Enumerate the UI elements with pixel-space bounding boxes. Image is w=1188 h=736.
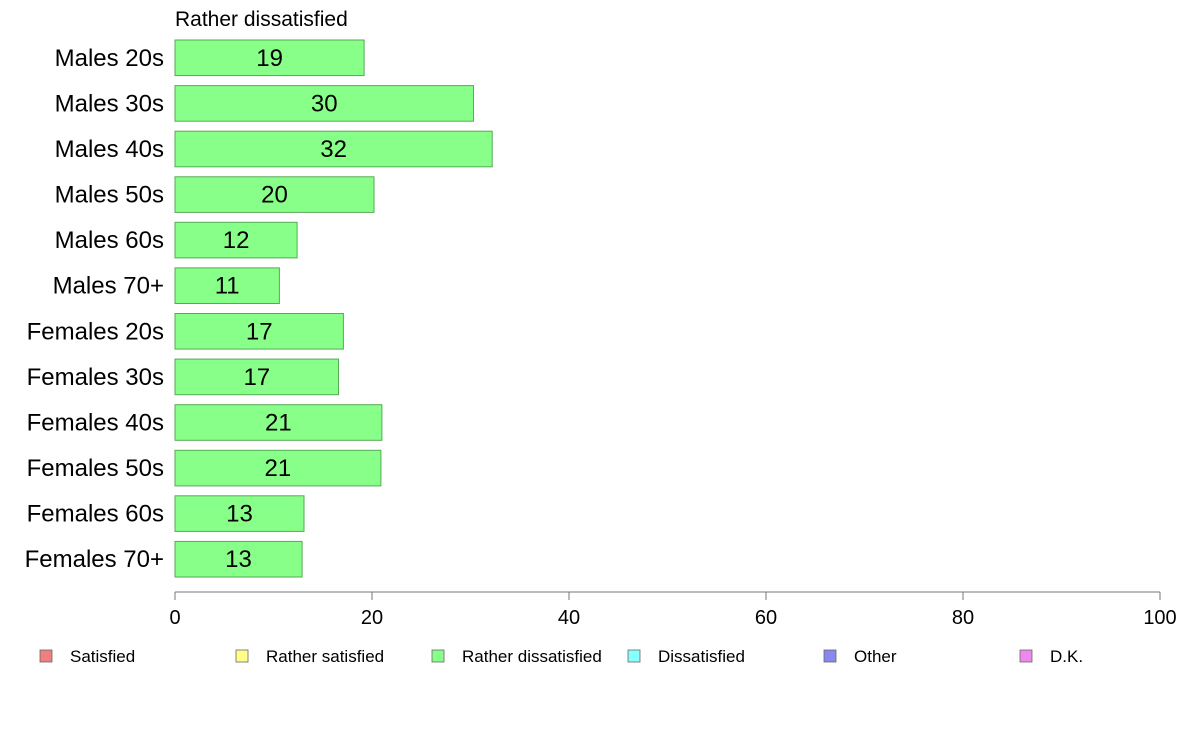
bar-value-label: 30 bbox=[311, 90, 338, 117]
x-tick-label: 40 bbox=[558, 607, 580, 629]
category-label: Males 40s bbox=[55, 136, 164, 163]
bar bbox=[174, 221, 298, 259]
legend-swatch bbox=[1019, 649, 1033, 663]
category-label: Females 60s bbox=[27, 501, 164, 528]
x-tick-label: 60 bbox=[755, 607, 777, 629]
bar bbox=[174, 358, 339, 396]
legend-label: Rather dissatisfied bbox=[462, 647, 602, 666]
legend-label: Dissatisfied bbox=[658, 647, 745, 666]
bar bbox=[174, 85, 474, 122]
x-tick-label: 20 bbox=[361, 607, 383, 629]
legend: Satisfied Rather satisfied Rather dissatis… bbox=[39, 647, 1083, 666]
x-axis: 0 20 40 60 80 100 bbox=[169, 591, 1177, 629]
category-label: Females 40s bbox=[27, 410, 164, 437]
legend-label: Rather satisfied bbox=[266, 647, 384, 666]
legend-label: Satisfied bbox=[70, 647, 135, 666]
category-label: Males 60s bbox=[55, 227, 164, 254]
legend-label: D.K. bbox=[1050, 647, 1083, 666]
x-tick-label: 80 bbox=[952, 607, 974, 629]
category-label: Males 70+ bbox=[53, 273, 164, 300]
bar-value-label: 11 bbox=[215, 273, 240, 300]
bar-value-label: 17 bbox=[243, 364, 270, 391]
legend-swatch bbox=[431, 649, 445, 663]
category-label: Females 50s bbox=[27, 455, 164, 482]
chart-title: Rather dissatisfied bbox=[175, 8, 348, 31]
legend-swatch bbox=[39, 649, 53, 663]
category-label: Females 70+ bbox=[25, 546, 164, 573]
category-label: Females 20s bbox=[27, 318, 164, 345]
legend-swatch bbox=[823, 649, 837, 663]
category-labels: Males 20s Males 30s Males 40s Males 50s Male… bbox=[25, 45, 164, 573]
bar-value-label: 21 bbox=[265, 455, 292, 482]
legend-label: Other bbox=[854, 647, 897, 666]
bar-value-label: 13 bbox=[225, 546, 252, 573]
bar bbox=[174, 449, 382, 487]
legend-swatch bbox=[627, 649, 641, 663]
bar bbox=[174, 313, 344, 350]
bar bbox=[174, 404, 383, 441]
category-label: Males 30s bbox=[55, 90, 164, 117]
bar bbox=[174, 495, 305, 532]
bar-value-label: 32 bbox=[320, 136, 347, 163]
category-label: Males 50s bbox=[55, 182, 164, 209]
bar bbox=[174, 39, 365, 77]
category-label: Females 30s bbox=[27, 364, 164, 391]
legend-swatch bbox=[235, 649, 249, 663]
bar bbox=[174, 130, 493, 168]
bar-value-label: 13 bbox=[226, 501, 253, 528]
bar bbox=[174, 176, 375, 213]
bar-value-label: 17 bbox=[246, 318, 273, 345]
x-tick-label: 0 bbox=[169, 607, 180, 629]
bar-value-label: 19 bbox=[256, 45, 283, 72]
bar bbox=[174, 540, 303, 578]
bar-value-label: 12 bbox=[223, 227, 250, 254]
bar bbox=[174, 267, 280, 304]
bar-value-label: 20 bbox=[261, 182, 288, 209]
category-label: Males 20s bbox=[55, 45, 164, 72]
x-tick-label: 100 bbox=[1143, 607, 1176, 629]
bar-value-label: 21 bbox=[265, 410, 292, 437]
